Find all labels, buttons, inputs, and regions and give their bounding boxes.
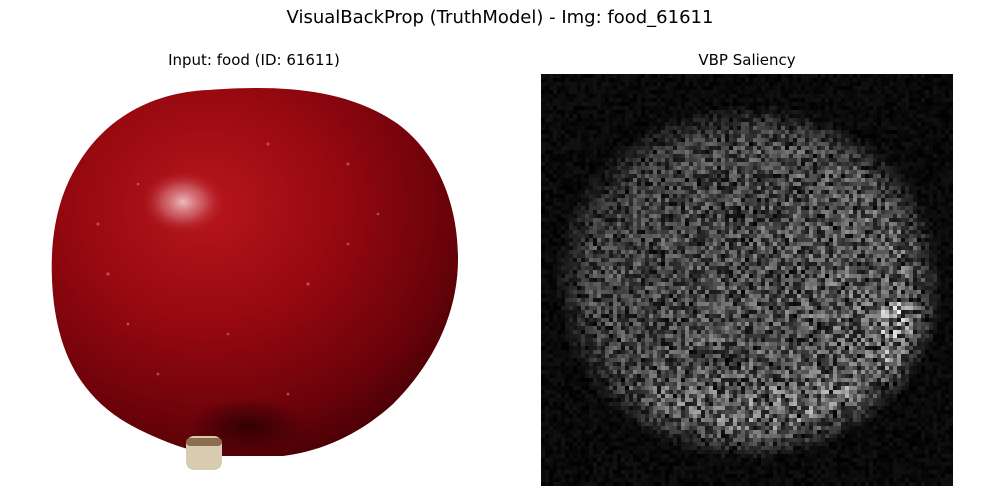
saliency-map-panel <box>541 74 953 486</box>
input-image-panel <box>48 74 460 486</box>
apple-photo <box>48 74 460 486</box>
saliency-panel-title: VBP Saliency <box>698 51 796 69</box>
apple-highlight <box>141 170 225 234</box>
input-panel-title: Input: food (ID: 61611) <box>168 51 340 69</box>
figure-title: VisualBackProp (TruthModel) - Img: food_… <box>286 7 714 28</box>
saliency-heatmap <box>541 74 953 486</box>
